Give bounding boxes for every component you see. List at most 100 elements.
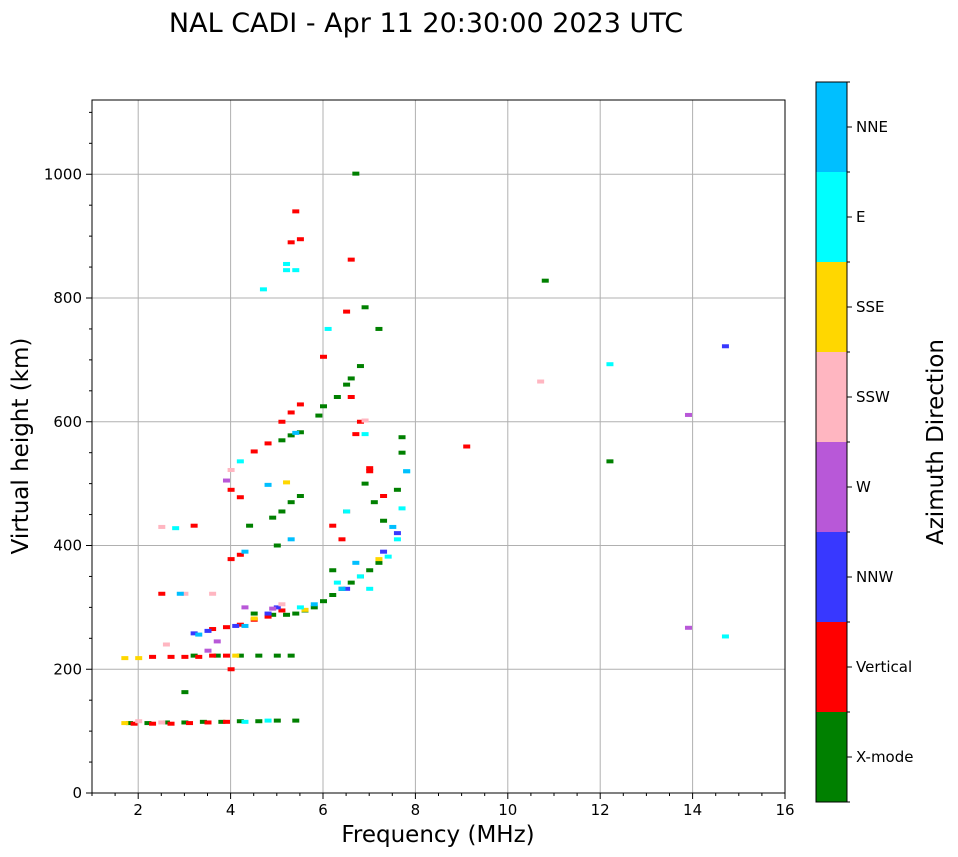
data-point (255, 653, 263, 658)
y-tick-label: 200 (53, 660, 82, 678)
data-point (227, 667, 235, 672)
colorbar-segment (816, 442, 847, 532)
data-point (343, 382, 351, 387)
data-point (541, 278, 549, 283)
x-tick-label: 12 (591, 801, 610, 819)
data-point (278, 608, 286, 613)
data-point (162, 642, 170, 647)
data-point (352, 171, 360, 176)
data-point (347, 580, 355, 585)
data-point (241, 549, 249, 554)
data-point (273, 605, 281, 610)
data-point (296, 605, 304, 610)
data-point (684, 625, 692, 630)
data-point (135, 656, 143, 661)
x-axis-label: Frequency (MHz) (341, 822, 534, 848)
data-point (398, 435, 406, 440)
data-point (398, 506, 406, 511)
data-point (190, 653, 198, 658)
colorbar-tick-label: SSE (856, 298, 885, 316)
colorbar-tick-label: Vertical (856, 658, 912, 676)
data-point (250, 616, 258, 621)
data-point (172, 526, 180, 531)
chart-title: NAL CADI - Apr 11 20:30:00 2023 UTC (169, 8, 683, 39)
data-point (463, 444, 471, 449)
x-tick-label: 10 (498, 801, 517, 819)
data-point (380, 549, 388, 554)
plot-area-frame (91, 99, 786, 794)
data-point (218, 719, 226, 724)
data-point (343, 509, 351, 514)
data-point (186, 721, 194, 726)
data-point (380, 494, 388, 498)
colorbar-segment (816, 622, 847, 712)
data-point (158, 591, 166, 596)
x-tick-label: 14 (683, 801, 702, 819)
x-axis-ticks: 2 4 6 8 10 12 14 16 (91, 793, 795, 819)
data-point (135, 719, 143, 724)
data-point (213, 639, 221, 644)
data-point (130, 721, 138, 726)
data-point (375, 560, 383, 565)
data-point (343, 586, 351, 591)
data-point (283, 612, 291, 617)
data-point (296, 494, 304, 498)
data-point (149, 654, 157, 659)
y-tick-label: 0 (72, 784, 82, 802)
colorbar-tick-label: W (856, 478, 871, 496)
data-point (209, 627, 217, 632)
data-point (398, 450, 406, 455)
data-point (190, 523, 198, 528)
data-point (273, 653, 281, 658)
y-tick-label: 400 (53, 537, 82, 555)
colorbar-segment (816, 712, 847, 802)
data-point (370, 500, 378, 505)
data-point (393, 487, 401, 492)
data-point (264, 718, 272, 723)
data-point (125, 721, 133, 726)
data-point (352, 560, 360, 565)
data-point (361, 432, 369, 437)
colorbar-tick-label: NNW (856, 568, 893, 586)
data-point (310, 602, 318, 607)
data-point (121, 656, 129, 661)
data-point (273, 718, 281, 723)
data-point (333, 395, 341, 399)
data-point (403, 469, 411, 474)
data-point (380, 518, 388, 523)
data-point (209, 653, 217, 658)
colorbar-label: Azimuth Direction (923, 339, 949, 545)
data-point (384, 554, 392, 559)
data-point (181, 591, 189, 596)
colorbar-segment (816, 172, 847, 262)
data-point (259, 287, 267, 292)
colorbar-segment (816, 82, 847, 172)
data-point (269, 606, 277, 611)
data-point (204, 628, 212, 633)
data-point (209, 591, 217, 596)
data-point (292, 209, 300, 214)
data-point (315, 413, 323, 418)
grid (92, 100, 786, 794)
data-point (236, 719, 244, 724)
y-tick-label: 800 (53, 289, 82, 307)
data-point (287, 500, 295, 505)
data-point (347, 257, 355, 262)
data-point (333, 580, 341, 585)
data-point (241, 623, 249, 628)
data-point (273, 543, 281, 548)
data-point (287, 410, 295, 415)
data-point (264, 614, 272, 619)
data-point (361, 305, 369, 310)
data-point (329, 593, 337, 597)
data-point (296, 430, 304, 435)
data-point (366, 586, 374, 591)
data-point (356, 419, 364, 424)
data-point (181, 654, 189, 659)
x-tick-label: 2 (133, 801, 143, 819)
x-tick-label: 8 (411, 801, 421, 819)
data-point (292, 268, 300, 273)
data-point (283, 268, 291, 273)
colorbar-tick-label: SSW (856, 388, 890, 406)
data-point (227, 468, 235, 473)
